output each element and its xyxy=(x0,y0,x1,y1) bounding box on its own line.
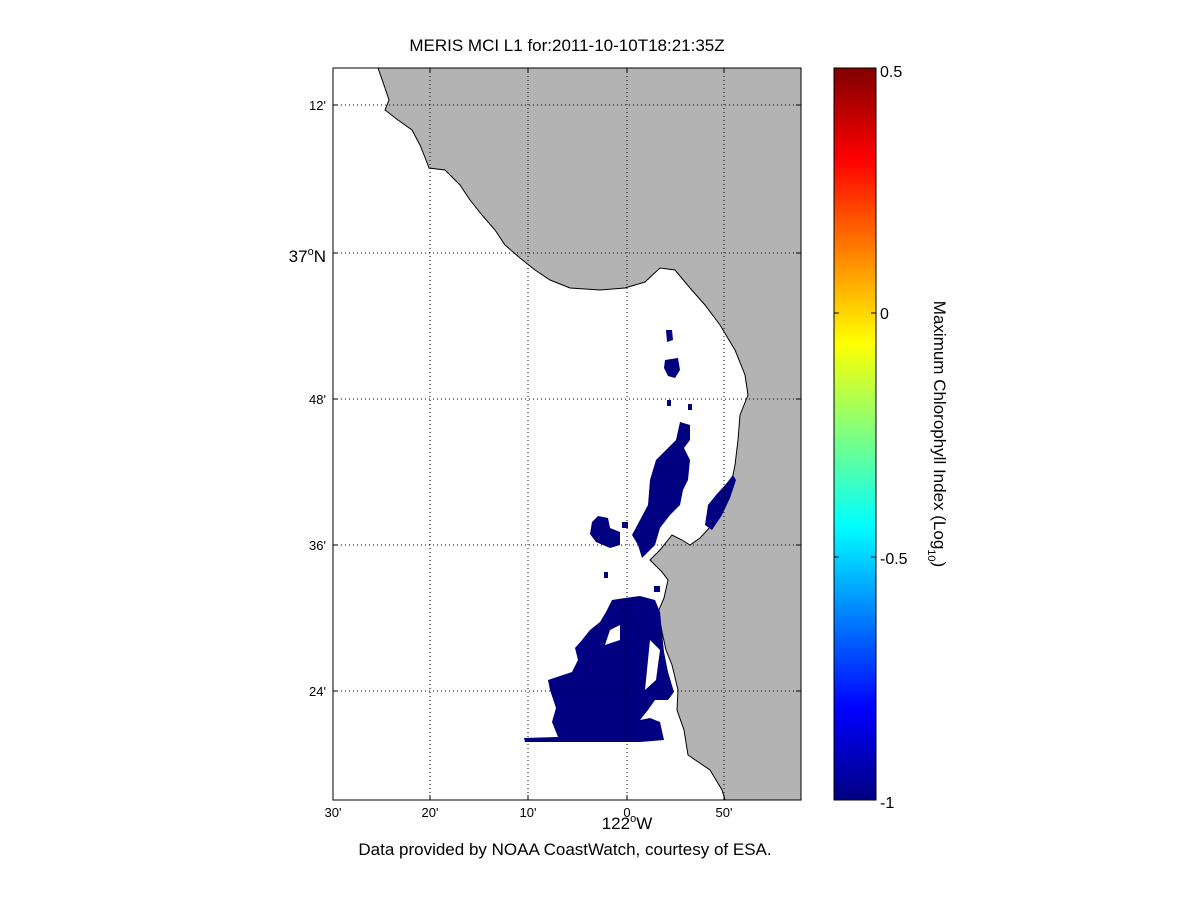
colorbar-label-main: Maximum Chlorophyll Index (Log xyxy=(930,301,949,550)
bloom-patch-dot-2 xyxy=(688,404,692,410)
lat-label-37n-sup: o xyxy=(308,246,314,258)
colorbar-tick-neg0.5: -0.5 xyxy=(880,551,908,568)
bloom-patch-south xyxy=(524,596,674,742)
lon-label-30: 30' xyxy=(325,805,342,820)
colorbar-tick-0: 0 xyxy=(880,306,889,323)
colorbar-label-sub: 10 xyxy=(925,549,937,561)
colorbar-tick-neg1: -1 xyxy=(880,795,894,812)
colorbar-label-end: ) xyxy=(930,562,949,568)
bloom-patch-north xyxy=(664,358,680,378)
map-frame xyxy=(332,67,802,801)
map-panel: 12' 37oN 48' 36' 24' 30' 20' 10' 0 50' 1… xyxy=(289,67,802,833)
bloom-patches xyxy=(524,330,736,742)
lon-major-label: 122oW xyxy=(602,813,653,833)
lat-label-24: 24' xyxy=(309,684,326,699)
lat-label-37n-deg: 37 xyxy=(289,247,308,266)
data-credit: Data provided by NOAA CoastWatch, courte… xyxy=(358,840,771,859)
lon-label-20: 20' xyxy=(422,805,439,820)
bloom-patch-nearshore xyxy=(705,475,736,530)
land-mass xyxy=(377,68,801,800)
map-tick-marks xyxy=(333,68,801,800)
bloom-patch-north-small xyxy=(666,330,673,342)
bloom-patch-speck-2 xyxy=(654,586,660,592)
colorbar: 0.5 0 -0.5 -1 Maximum Chlorophyll Index … xyxy=(833,64,949,812)
colorbar-label: Maximum Chlorophyll Index (Log10) xyxy=(925,301,949,567)
bloom-patch-dot xyxy=(667,400,671,406)
lon-major-sup: o xyxy=(630,813,636,825)
lon-major-deg: 122 xyxy=(602,814,630,833)
colorbar-gradient xyxy=(833,67,877,801)
lat-label-48: 48' xyxy=(309,392,326,407)
lon-label-0: 0 xyxy=(623,805,630,820)
lat-label-37n: 37oN xyxy=(289,246,326,266)
bloom-patch-speck xyxy=(604,572,608,578)
lat-label-12: 12' xyxy=(309,98,326,113)
map-title: MERIS MCI L1 for:2011-10-10T18:21:35Z xyxy=(409,36,724,55)
colorbar-tick-marks xyxy=(834,312,876,558)
colorbar-tick-0.5: 0.5 xyxy=(880,64,902,81)
lat-label-37n-hemi: N xyxy=(314,247,326,266)
lon-major-hemi: W xyxy=(636,814,652,833)
bloom-patch-central xyxy=(632,422,690,558)
lon-label-10: 10' xyxy=(520,805,537,820)
bloom-patch-tiny xyxy=(622,522,628,528)
lon-label-50: 50' xyxy=(716,805,733,820)
bloom-patch-west xyxy=(590,516,620,548)
lat-label-36: 36' xyxy=(309,538,326,553)
